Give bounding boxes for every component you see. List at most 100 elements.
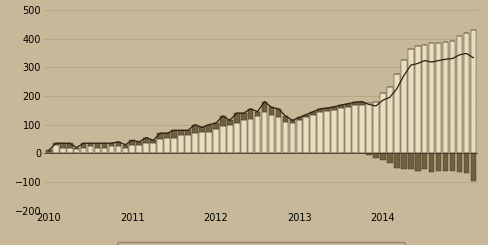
Bar <box>199 132 205 153</box>
Bar <box>213 129 219 153</box>
Bar <box>325 111 330 153</box>
Bar <box>67 143 73 147</box>
Bar <box>408 153 413 169</box>
Bar <box>366 153 372 155</box>
Bar <box>102 147 107 153</box>
Bar <box>276 117 282 153</box>
Bar <box>387 153 393 163</box>
Bar <box>325 108 330 111</box>
Bar <box>116 146 121 153</box>
Bar <box>157 139 163 153</box>
Bar <box>248 109 253 119</box>
Bar <box>171 137 177 153</box>
Bar <box>95 147 101 153</box>
Bar <box>429 43 434 153</box>
Bar <box>150 140 156 143</box>
Bar <box>331 110 337 153</box>
Bar <box>122 145 128 147</box>
Bar <box>380 153 386 160</box>
Bar <box>227 125 233 153</box>
Bar <box>345 104 351 107</box>
Legend: Foglalkoztatottak, Munkanélküliek, Aktívak: Foglalkoztatottak, Munkanélküliek, Aktív… <box>117 242 405 245</box>
Bar <box>234 113 240 123</box>
Bar <box>157 133 163 139</box>
Bar <box>150 143 156 153</box>
Bar <box>317 112 323 153</box>
Bar <box>304 115 309 117</box>
Bar <box>255 116 261 153</box>
Bar <box>457 36 462 153</box>
Bar <box>67 147 73 153</box>
Bar <box>269 107 274 115</box>
Bar <box>129 140 135 145</box>
Bar <box>283 116 288 122</box>
Bar <box>248 119 253 153</box>
Bar <box>60 143 65 147</box>
Bar <box>60 147 65 153</box>
Bar <box>269 115 274 153</box>
Bar <box>102 143 107 147</box>
Bar <box>470 30 476 153</box>
Bar <box>220 126 225 153</box>
Bar <box>178 130 184 135</box>
Bar <box>192 125 198 133</box>
Bar <box>449 41 455 153</box>
Bar <box>171 130 177 137</box>
Bar <box>206 125 212 132</box>
Bar <box>304 117 309 153</box>
Bar <box>387 87 393 153</box>
Bar <box>164 137 170 153</box>
Bar <box>220 116 225 126</box>
Bar <box>449 153 455 171</box>
Bar <box>366 103 372 153</box>
Bar <box>415 46 421 153</box>
Bar <box>178 135 184 153</box>
Bar <box>297 117 302 120</box>
Bar <box>262 102 267 112</box>
Bar <box>234 123 240 153</box>
Bar <box>359 105 365 153</box>
Bar <box>199 127 205 132</box>
Bar <box>206 132 212 153</box>
Bar <box>109 143 114 146</box>
Bar <box>338 105 344 108</box>
Bar <box>317 109 323 112</box>
Bar <box>436 43 442 153</box>
Bar <box>116 142 121 146</box>
Bar <box>129 145 135 153</box>
Bar <box>310 115 316 153</box>
Bar <box>289 120 295 123</box>
Bar <box>109 146 114 153</box>
Bar <box>422 45 427 153</box>
Bar <box>297 120 302 153</box>
Bar <box>359 102 365 105</box>
Bar <box>429 153 434 172</box>
Bar <box>88 143 93 146</box>
Bar <box>164 133 170 137</box>
Bar <box>81 143 86 147</box>
Bar <box>436 153 442 171</box>
Bar <box>95 143 101 147</box>
Bar <box>289 123 295 153</box>
Bar <box>283 122 288 153</box>
Bar <box>470 153 476 181</box>
Bar <box>137 145 142 153</box>
Bar <box>192 133 198 153</box>
Bar <box>137 142 142 145</box>
Bar <box>255 112 261 116</box>
Bar <box>88 146 93 153</box>
Bar <box>276 109 282 117</box>
Bar <box>53 145 59 153</box>
Bar <box>352 105 358 153</box>
Bar <box>46 152 52 153</box>
Bar <box>464 33 469 153</box>
Bar <box>81 147 86 153</box>
Bar <box>443 42 448 153</box>
Bar <box>394 153 400 168</box>
Bar <box>122 147 128 153</box>
Bar <box>401 60 407 153</box>
Bar <box>227 120 233 125</box>
Bar <box>74 149 80 153</box>
Bar <box>394 74 400 153</box>
Bar <box>373 153 379 158</box>
